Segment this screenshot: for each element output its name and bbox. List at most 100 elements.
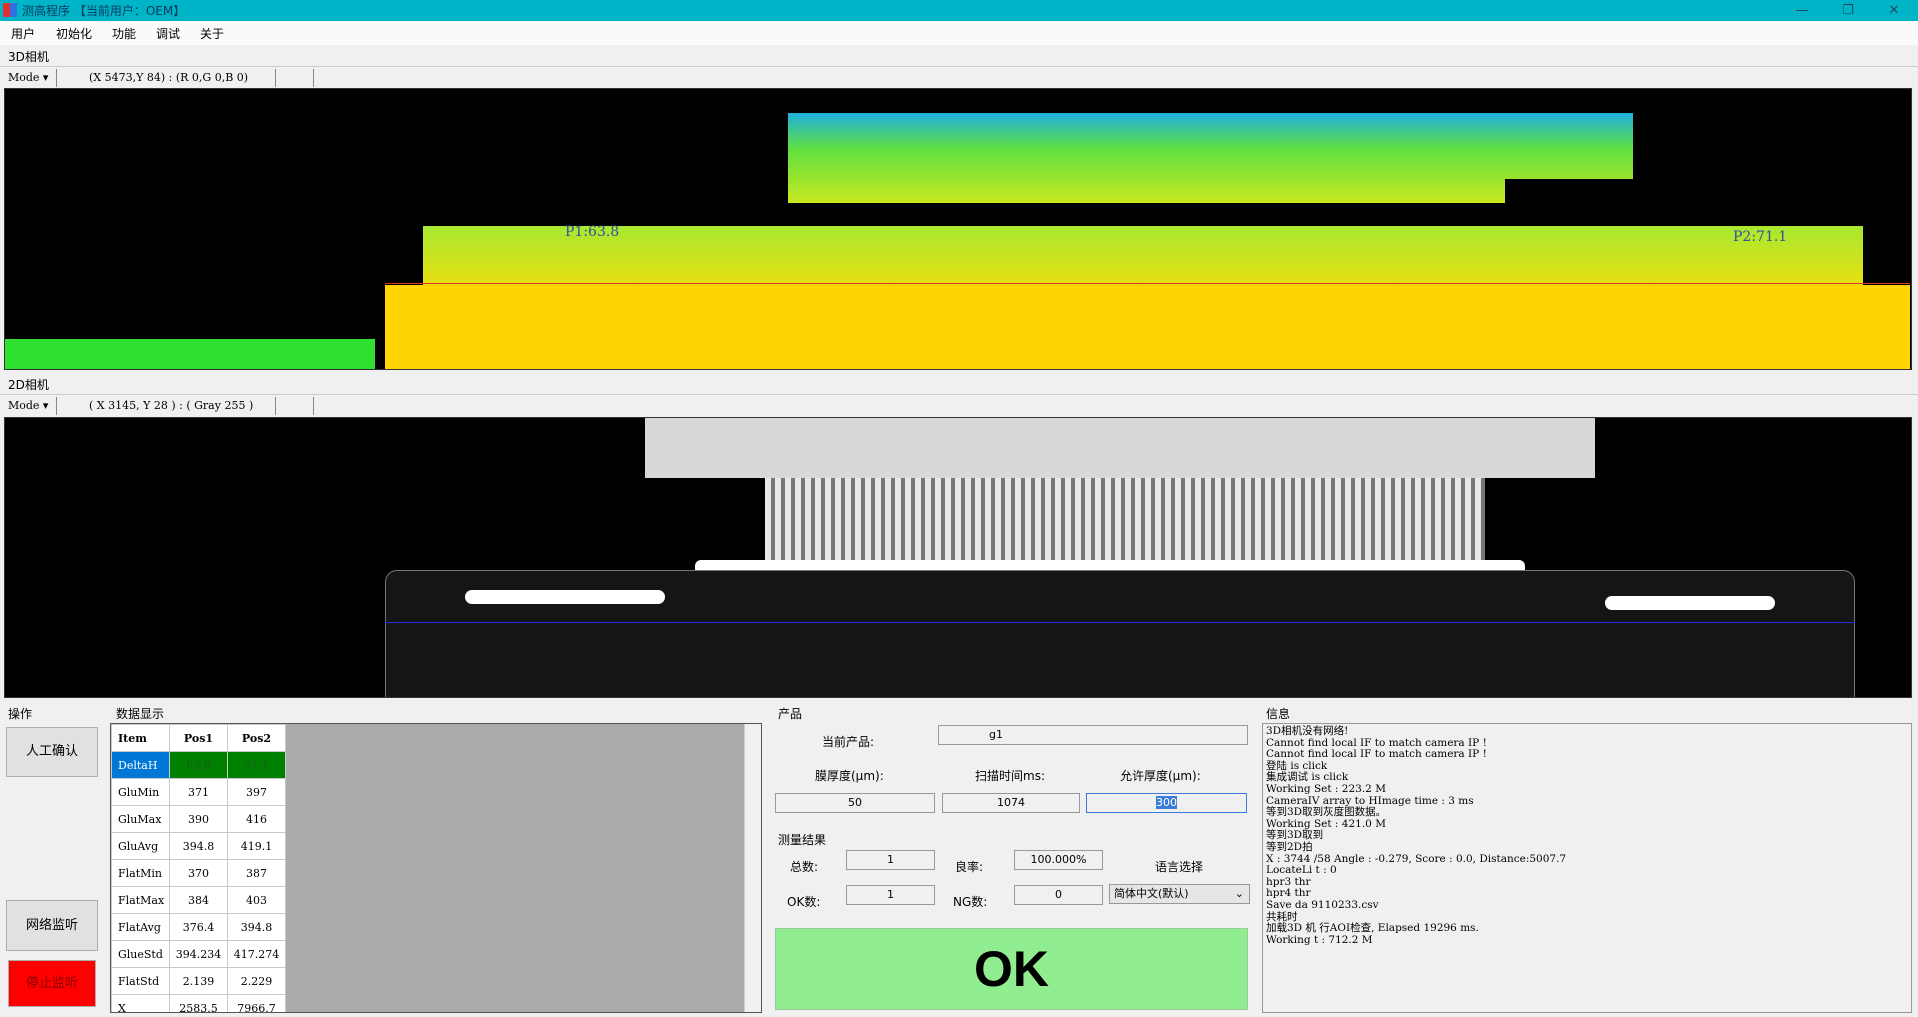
grid-row[interactable]: GlueStd 394.234 417.274: [111, 940, 286, 968]
product-title: 产品: [778, 707, 803, 721]
cam3d-coord-readout: (X 5473,Y 84) : (R 0,G 0,B 0): [56, 69, 276, 87]
yield-label: 良率:: [955, 860, 984, 874]
height-map-notch: [1505, 179, 1633, 203]
log-line: Working Set : 223.2 M: [1266, 782, 1386, 795]
glue-left: [465, 590, 665, 604]
grid-cell: 2.229: [227, 967, 286, 995]
yield-field: 100.000%: [1014, 850, 1103, 870]
ng-count-field: 0: [1014, 885, 1103, 905]
menu-bar: 用户 初始化 功能 调试 关于: [0, 21, 1918, 45]
log-line: X : 3744 /58 Angle : -0.279, Score : 0.0…: [1266, 852, 1567, 865]
log-scrollbar[interactable]: [1894, 724, 1911, 1012]
p2-label: P2:71.1: [1733, 229, 1788, 245]
scan-time-label: 扫描时间ms:: [975, 769, 1045, 783]
reference-line: [385, 283, 1910, 284]
network-listen-button[interactable]: 网络监听: [6, 900, 98, 951]
menu-function[interactable]: 功能: [112, 27, 137, 41]
allowed-thickness-field[interactable]: 300: [1086, 793, 1247, 813]
log-line: 等到3D取到灰度图数据。: [1266, 806, 1387, 819]
grid-cell: 394.8: [169, 832, 228, 860]
data-grid: Item Pos1 Pos2 DeltaH 63.8 71.1 GluMin 371 397 Gl…: [110, 723, 762, 1013]
grid-row[interactable]: GluMax 390 416: [111, 805, 286, 833]
grid-cell: FlatMin: [111, 859, 170, 887]
grid-cell: 419.1: [227, 832, 286, 860]
cam2d-mode-dropdown[interactable]: Mode ▾: [8, 399, 49, 412]
grid-cell: FlatMax: [111, 886, 170, 914]
menu-about[interactable]: 关于: [200, 27, 225, 41]
height-map-base: [385, 285, 1910, 369]
info-title: 信息: [1266, 707, 1291, 721]
film-thickness-field[interactable]: 50: [775, 793, 935, 813]
grid-row[interactable]: FlatAvg 376.4 394.8: [111, 913, 286, 941]
status-cell: [276, 397, 314, 415]
datagrid-title: 数据显示: [116, 707, 165, 721]
log-line: hpr4 thr: [1266, 887, 1311, 900]
language-label: 语言选择: [1155, 860, 1204, 874]
language-select[interactable]: 简体中文(默认) ⌄: [1109, 884, 1250, 904]
cam3d-mode-dropdown[interactable]: Mode ▾: [8, 71, 49, 84]
ops-title: 操作: [8, 707, 33, 721]
grid-cell: FlatAvg: [111, 913, 170, 941]
ng-count-label: NG数:: [953, 895, 988, 909]
log-line: CameraIV array to HImage time : 3 ms: [1266, 794, 1474, 807]
chevron-down-icon: ⌄: [1234, 887, 1244, 900]
log-line: 共耗时: [1266, 910, 1298, 923]
cam2d-view[interactable]: [4, 417, 1912, 698]
grid-row[interactable]: FlatStd 2.139 2.229: [111, 967, 286, 995]
grid-header-cell[interactable]: Pos1: [169, 724, 228, 752]
grid-cell: 370: [169, 859, 228, 887]
grid-header-cell[interactable]: Pos2: [227, 724, 286, 752]
scan-time-field[interactable]: 1074: [942, 793, 1080, 813]
minimize-button[interactable]: —: [1795, 3, 1809, 18]
grid-header-cell[interactable]: Item: [111, 724, 170, 752]
cam3d-view[interactable]: P1:63.8 P2:71.1: [4, 88, 1912, 370]
grid-row[interactable]: GluMin 371 397: [111, 778, 286, 806]
menu-debug[interactable]: 调试: [156, 27, 181, 41]
current-product-field[interactable]: g1: [938, 725, 1248, 745]
close-button[interactable]: ✕: [1888, 3, 1900, 18]
grid-cell: 403: [227, 886, 286, 914]
cam2d-coord-readout: ( X 3145, Y 28 ) : ( Gray 255 ): [56, 397, 276, 415]
grid-cell: GluMin: [111, 778, 170, 806]
height-map-mid: [423, 226, 1863, 286]
app-icon: [3, 3, 17, 17]
info-log[interactable]: 3D相机没有网络! Cannot find local IF to match c…: [1262, 723, 1912, 1013]
grid-cell: 390: [169, 805, 228, 833]
total-field: 1: [846, 850, 935, 870]
results-title: 测量结果: [778, 833, 827, 847]
grid-row[interactable]: FlatMax 384 403: [111, 886, 286, 914]
title-bar: 测高程序 【当前用户：OEM】 — ❐ ✕: [0, 0, 1918, 21]
log-line: 集成调试 is click: [1266, 771, 1349, 784]
cam2d-toolbar: Mode ▾ ( X 3145, Y 28 ) : ( Gray 255 ): [0, 394, 1918, 416]
grid-cell: 71.1: [227, 751, 286, 779]
grid-cell: 394.8: [227, 913, 286, 941]
log-line: 等到3D取到: [1266, 829, 1324, 842]
grid-cell: 394.234: [169, 940, 228, 968]
stop-listen-button[interactable]: 停止监听: [8, 960, 96, 1007]
fpc-top: [645, 418, 1595, 478]
restore-button[interactable]: ❐: [1842, 3, 1854, 18]
grid-cell: 63.8: [169, 751, 228, 779]
log-line: 等到2D拍: [1266, 840, 1313, 853]
cam3d-toolbar: Mode ▾ (X 5473,Y 84) : (R 0,G 0,B 0): [0, 66, 1918, 88]
log-line: 3D相机没有网络!: [1266, 725, 1349, 737]
cam2d-label: 2D相机: [8, 378, 49, 392]
log-line: hpr3 thr: [1266, 875, 1311, 888]
grid-header-row: Item Pos1 Pos2: [111, 724, 286, 752]
grid-row[interactable]: DeltaH 63.8 71.1: [111, 751, 286, 779]
grid-row[interactable]: X 2583.5 7966.7: [111, 994, 286, 1012]
grid-row[interactable]: GluAvg 394.8 419.1: [111, 832, 286, 860]
log-line: Cannot find local IF to match camera IP …: [1266, 748, 1487, 761]
grid-cell: 376.4: [169, 913, 228, 941]
menu-user[interactable]: 用户: [11, 27, 36, 41]
grid-scrollbar[interactable]: [744, 724, 761, 1012]
menu-init[interactable]: 初始化: [56, 27, 93, 41]
grid-cell: 397: [227, 778, 286, 806]
log-line: 加载3D 机 行AOI检查, Elapsed 19296 ms.: [1266, 922, 1479, 935]
total-label: 总数:: [790, 860, 819, 874]
grid-cell: 417.274: [227, 940, 286, 968]
manual-confirm-button[interactable]: 人工确认: [6, 727, 98, 777]
grid-cell: 2583.5: [169, 994, 228, 1012]
current-product-label: 当前产品:: [822, 735, 875, 749]
grid-row[interactable]: FlatMin 370 387: [111, 859, 286, 887]
